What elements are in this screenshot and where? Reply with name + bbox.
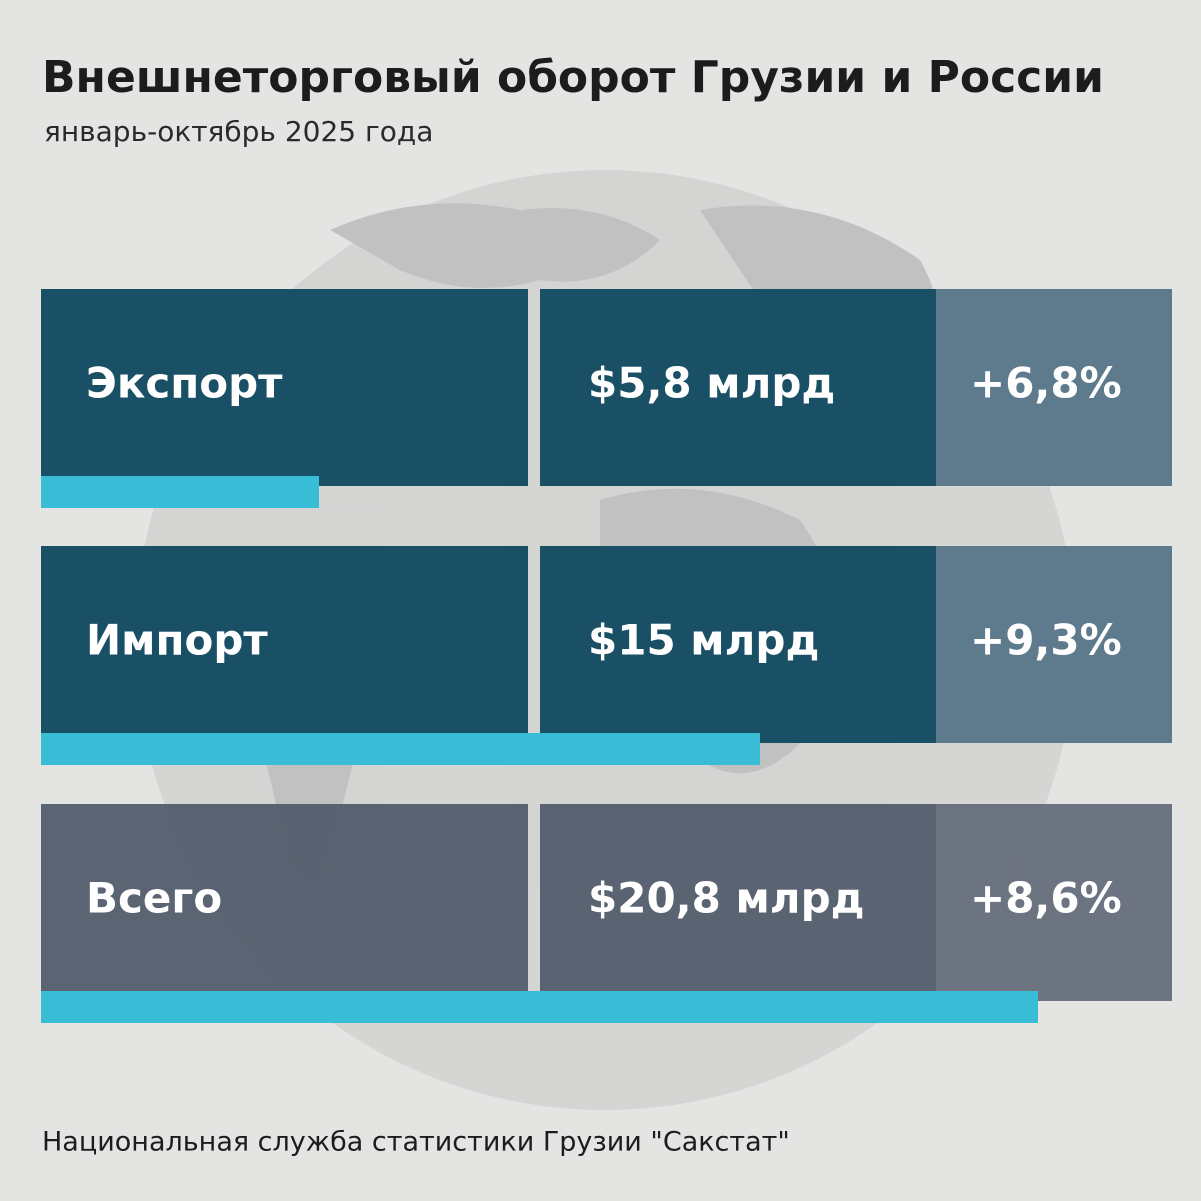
subtitle: январь-октябрь 2025 года	[44, 115, 433, 148]
value-cell	[540, 546, 936, 743]
bar	[41, 991, 1038, 1023]
value-cell	[540, 804, 936, 1001]
category-label: Экспорт	[86, 359, 283, 408]
change-cell	[936, 289, 1172, 486]
title: Внешнеторговый оборот Грузии и России	[42, 52, 1104, 103]
label-cell	[41, 546, 528, 743]
label-cell	[41, 289, 528, 486]
change-label: +9,3%	[970, 616, 1122, 665]
value-label: $15 млрд	[588, 616, 819, 665]
change-label: +6,8%	[970, 359, 1122, 408]
bar	[41, 733, 760, 765]
category-label: Импорт	[86, 616, 268, 665]
value-cell	[540, 289, 936, 486]
source: Национальная служба статистики Грузии "С…	[42, 1127, 790, 1158]
change-cell	[936, 546, 1172, 743]
bar	[41, 476, 320, 508]
value-label: $20,8 млрд	[588, 874, 865, 923]
change-label: +8,6%	[970, 874, 1122, 923]
category-label: Всего	[86, 874, 222, 923]
label-cell	[41, 804, 528, 1001]
value-label: $5,8 млрд	[588, 359, 835, 408]
change-cell	[936, 804, 1172, 1001]
